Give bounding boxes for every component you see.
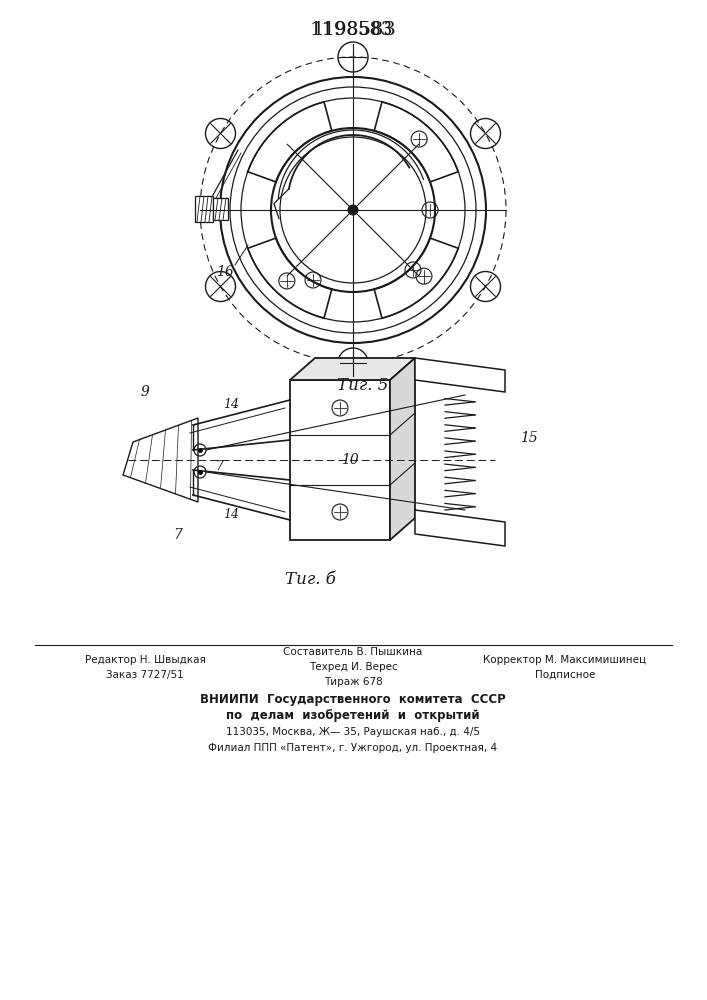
Text: Τиг. б: Τиг. б	[284, 572, 335, 588]
Text: Подписное: Подписное	[534, 670, 595, 680]
Polygon shape	[390, 358, 415, 540]
Text: 16: 16	[216, 265, 234, 279]
Text: ВНИИПИ  Государственного  комитета  СССР: ВНИИПИ Государственного комитета СССР	[200, 694, 506, 706]
Circle shape	[348, 205, 358, 215]
Bar	[195, 196, 213, 222]
Bar	[290, 380, 390, 540]
Polygon shape	[123, 418, 198, 502]
Text: 113035, Москва, Ж— 35, Раушская наб., д. 4/5: 113035, Москва, Ж— 35, Раушская наб., д.…	[226, 727, 480, 737]
Text: 15: 15	[520, 431, 538, 445]
Text: Редактор Н. Швыдкая: Редактор Н. Швыдкая	[85, 655, 206, 665]
Text: Заказ 7727/51: Заказ 7727/51	[106, 670, 184, 680]
Bar	[213, 198, 228, 220]
Polygon shape	[415, 358, 505, 392]
Text: 1198583: 1198583	[312, 21, 393, 39]
Text: 14: 14	[223, 398, 239, 412]
Text: 7: 7	[215, 460, 223, 474]
Text: по  делам  изобретений  и  открытий: по делам изобретений и открытий	[226, 708, 480, 722]
Text: Τиг. 5: Τиг. 5	[337, 376, 389, 393]
Text: Тираж 678: Тираж 678	[324, 677, 382, 687]
Text: Техред И. Верес: Техред И. Верес	[309, 662, 397, 672]
Polygon shape	[290, 358, 415, 380]
Text: Составитель В. Пышкина: Составитель В. Пышкина	[284, 647, 423, 657]
Text: 9: 9	[141, 385, 149, 399]
Text: 1198583: 1198583	[310, 21, 397, 39]
Text: 10: 10	[341, 453, 359, 467]
Text: 14: 14	[223, 508, 239, 522]
Text: 7: 7	[173, 528, 182, 542]
Polygon shape	[415, 510, 505, 546]
Text: Филиал ППП «Патент», г. Ужгород, ул. Проектная, 4: Филиал ППП «Патент», г. Ужгород, ул. Про…	[209, 743, 498, 753]
Text: Корректор М. Максимишинец: Корректор М. Максимишинец	[484, 655, 647, 665]
